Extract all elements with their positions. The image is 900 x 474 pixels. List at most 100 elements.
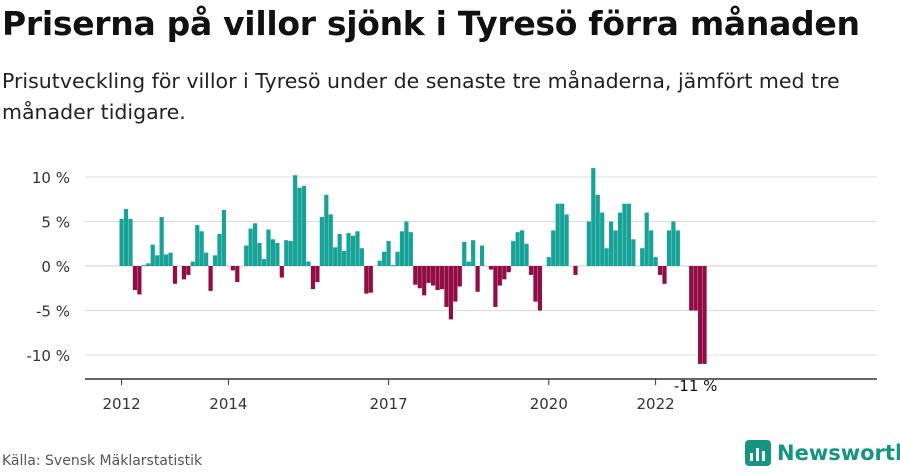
bar-positive [560,203,565,266]
bar-positive [244,245,249,266]
bar-positive [617,212,623,266]
bar-positive [653,257,658,266]
bar-positive [591,168,596,266]
bar-negative [453,266,458,302]
bar-positive [328,214,333,266]
bar-positive [275,242,280,266]
bar-negative [444,266,449,307]
bar-positive [301,185,307,266]
brand-label: Newsworthy [777,441,900,465]
bar-negative [435,266,440,291]
bar-positive [359,248,364,266]
chart-title: Priserna på villor sjönk i Tyresö förra … [2,4,860,43]
bar-negative [506,266,511,273]
bar-positive [666,230,672,266]
bar-positive [128,218,133,266]
bar-positive [257,242,262,266]
bar-negative [315,266,320,283]
bar-positive [622,203,627,266]
bar-positive [346,233,351,266]
bar-negative [230,266,235,271]
x-tick-label: 2017 [370,395,408,413]
bar-positive [204,252,209,266]
bar-negative [537,266,542,311]
bar-positive [404,221,409,266]
newsworthy-logo-icon [745,440,771,466]
bar-positive [266,229,271,266]
bar-positive [546,257,551,266]
bar-negative [364,266,369,294]
bar-positive [382,251,387,266]
bar-positive [350,235,356,266]
bar-negative [493,266,498,307]
bar-positive [168,252,173,266]
bar-negative [693,266,698,311]
brand-logo: Newsworthy [745,440,900,466]
bar-negative [502,266,507,280]
y-tick-label: 0 % [41,258,70,276]
bar-positive [195,225,200,266]
bar-positive [123,209,129,266]
bar-positive [631,239,636,266]
bar-positive [190,261,195,266]
bar-negative [497,266,502,286]
bar-positive [146,263,151,266]
bar-positive [199,231,204,266]
bar-positive [324,194,329,266]
bar-negative [417,266,422,289]
bar-negative [657,266,663,275]
bar-positive [479,245,485,266]
bar-positive [355,231,360,266]
bar-negative [132,266,138,291]
chart-subtitle: Prisutveckling för villor i Tyresö under… [2,69,840,124]
bar-negative [431,266,436,286]
bar-positive [212,255,218,266]
bar-positive [395,251,400,266]
bar-negative [573,266,578,275]
bar-negative [422,266,427,296]
bar-positive [155,255,160,266]
bar-positive [555,203,560,266]
bar-negative [137,266,142,295]
bar-positive [640,248,645,266]
bar-negative [279,266,284,278]
bar-negative [488,266,494,270]
x-tick-label: 2012 [103,395,141,413]
bar-positive [466,261,471,266]
bar-positive [164,254,169,266]
bar-positive [462,241,467,266]
bar-positive [515,232,520,266]
x-tick-label: 2014 [209,395,247,413]
bar-positive [141,265,146,266]
bar-negative [528,266,534,275]
bar-positive [159,217,164,266]
bar-negative [457,266,462,287]
bar-positive [595,194,600,266]
bar-positive [408,232,413,266]
bar-negative [186,266,191,275]
bar-negative [310,266,316,290]
bar-positive [399,231,405,266]
bar-positive [626,203,631,266]
bar-positive [551,230,556,266]
last-value-annotation: -11 % [674,377,718,395]
bar-positive [471,240,476,266]
bars [119,168,707,364]
y-tick-label: 10 % [32,169,70,187]
bar-negative [235,266,240,283]
bar-negative [426,266,431,283]
bar-positive [613,230,618,266]
bar-negative [662,266,667,284]
y-tick-label: -5 % [36,303,70,321]
bar-chart: 10 % 5 % 0 % -5 % -10 % 2012 2014 2017 2020 2022… [26,168,877,413]
axes: 2012 2014 2017 2020 2022-11 % [85,377,877,413]
x-tick-label: 2022 [637,395,675,413]
bar-negative [448,266,453,320]
bar-positive [319,217,324,266]
bar-positive [600,212,605,266]
bar-positive [586,221,591,266]
bar-positive [270,239,275,266]
bar-positive [293,175,298,266]
bar-positive [253,223,258,266]
bar-positive [150,244,155,266]
